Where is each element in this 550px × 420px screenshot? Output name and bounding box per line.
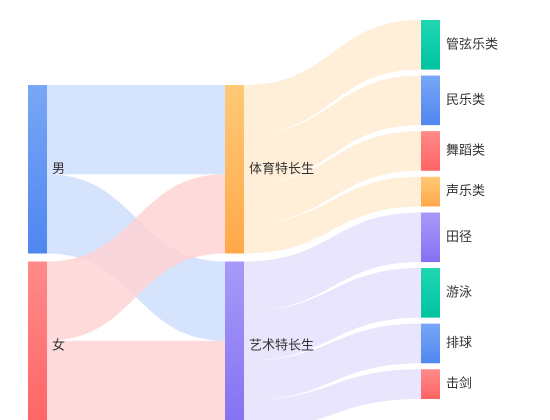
node-dance (421, 131, 440, 171)
node-swimming (421, 268, 440, 318)
node-label-swimming: 游泳 (446, 285, 472, 300)
nodes-layer (28, 20, 440, 420)
links-layer (47, 20, 421, 420)
node-sports (225, 85, 244, 254)
node-folk_music (421, 75, 440, 126)
link-arts-swimming (244, 268, 421, 361)
link-arts-volleyball (244, 323, 421, 401)
link-arts-track (244, 212, 421, 312)
node-label-volleyball: 排球 (446, 336, 472, 351)
node-label-orchestra: 管弦乐类 (446, 36, 498, 52)
link-male-sports (47, 85, 225, 175)
node-label-male: 男 (52, 162, 65, 177)
link-sports-orchestra (244, 20, 421, 135)
node-label-female: 女 (52, 337, 65, 353)
node-label-track: 田径 (446, 230, 472, 245)
node-volleyball (421, 323, 440, 364)
node-vocal (421, 176, 440, 207)
node-label-folk_music: 民乐类 (446, 93, 485, 108)
node-male (28, 85, 47, 254)
link-sports-vocal (244, 176, 421, 254)
node-arts (225, 261, 244, 420)
node-label-sports: 体育特长生 (249, 161, 314, 177)
link-female-arts (47, 340, 225, 420)
link-sports-dance (244, 131, 421, 224)
node-orchestra (421, 20, 440, 70)
node-female (28, 261, 47, 420)
node-track (421, 212, 440, 263)
link-female-sports (47, 174, 225, 341)
node-fencing (421, 369, 440, 399)
link-arts-fencing (244, 369, 421, 420)
link-sports-folk_music (244, 75, 421, 185)
node-label-vocal: 声乐类 (446, 184, 485, 199)
node-label-fencing: 击剑 (446, 376, 472, 392)
node-label-arts: 艺术特长生 (249, 338, 314, 353)
node-label-dance: 舞蹈类 (446, 143, 485, 158)
